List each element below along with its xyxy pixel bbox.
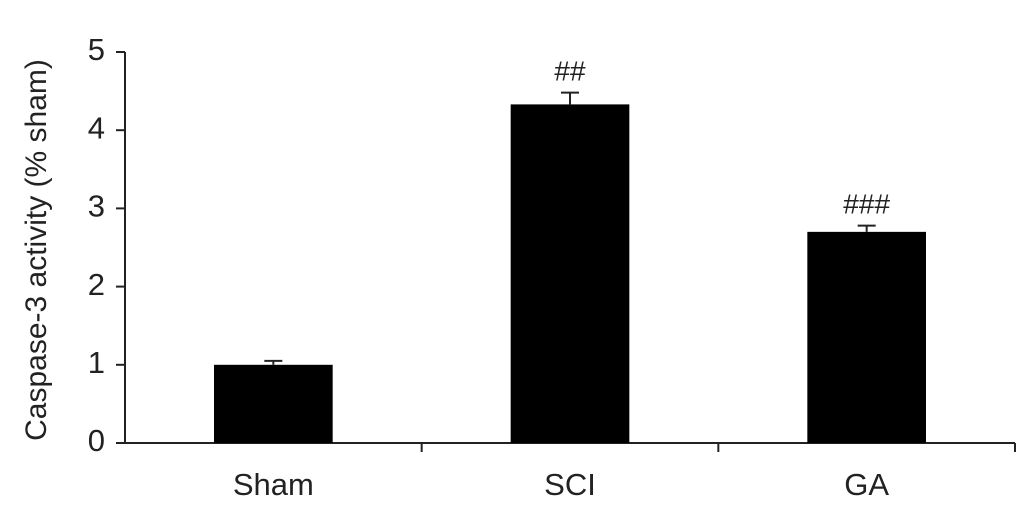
bar [214, 364, 333, 443]
x-tick-label: Sham [233, 467, 314, 502]
x-tick-label: SCI [544, 467, 596, 502]
y-tick-label: 4 [88, 110, 105, 145]
y-axis-label: Caspase-3 activity (% sham) [20, 59, 53, 441]
x-tick-label: GA [844, 467, 889, 502]
error-bar [857, 224, 876, 232]
annotation: ### [843, 189, 890, 220]
y-tick-label: 2 [88, 267, 105, 302]
y-tick-label: 3 [88, 189, 105, 224]
y-tick-label: 1 [88, 345, 105, 380]
annotation: ## [554, 56, 586, 87]
error-bar [264, 359, 283, 365]
y-tick-label: 5 [88, 32, 105, 67]
bar [807, 231, 926, 443]
bar [510, 104, 630, 444]
error-bar [561, 91, 579, 105]
y-tick-label: 0 [88, 423, 105, 458]
